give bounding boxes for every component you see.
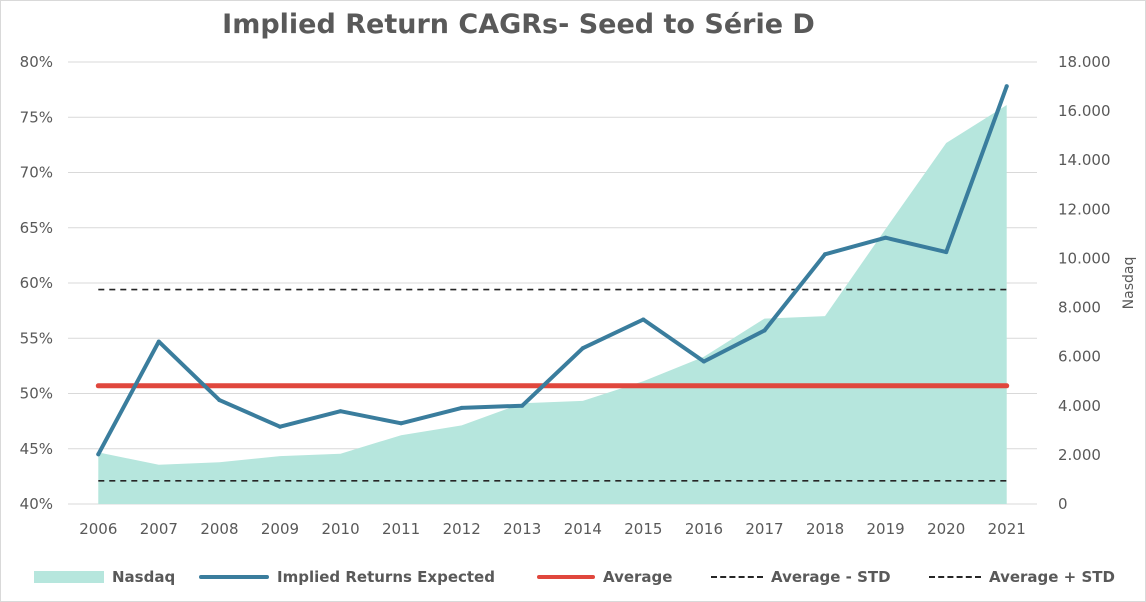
- legend-label-nasdaq: Nasdaq: [112, 568, 176, 586]
- x-tick-label: 2019: [867, 520, 905, 538]
- y-tick-label: 55%: [20, 329, 53, 347]
- data-point-implied-returns: [641, 317, 646, 322]
- y2-axis-title: Nasdaq: [1121, 257, 1137, 310]
- legend-label-implied-returns: Implied Returns Expected: [277, 568, 495, 586]
- y2-tick-label: 0: [1058, 495, 1068, 513]
- series-line-implied-returns: [96, 84, 1009, 457]
- x-tick-label: 2011: [382, 520, 420, 538]
- series-area-nasdaq: [98, 105, 1007, 504]
- data-point-implied-returns: [96, 452, 101, 457]
- y2-tick-label: 6.000: [1058, 348, 1101, 366]
- data-point-implied-returns: [883, 235, 888, 240]
- y2-tick-label: 16.000: [1058, 102, 1111, 120]
- legend-label-average: Average: [603, 568, 673, 586]
- legend-item-implied-returns[interactable]: Implied Returns Expected: [199, 564, 495, 590]
- legend-item-average-plus-std[interactable]: Average + STD: [929, 564, 1115, 590]
- x-tick-label: 2012: [443, 520, 481, 538]
- x-tick-label: 2018: [806, 520, 844, 538]
- x-tick-label: 2013: [503, 520, 541, 538]
- x-tick-label: 2016: [685, 520, 723, 538]
- data-point-implied-returns: [944, 250, 949, 255]
- legend-item-average-minus-std[interactable]: Average - STD: [711, 564, 891, 590]
- x-tick-label: 2010: [321, 520, 359, 538]
- data-point-implied-returns: [701, 359, 706, 364]
- y2-tick-label: 4.000: [1058, 397, 1101, 415]
- y-tick-label: 60%: [20, 274, 53, 292]
- y2-tick-label: 8.000: [1058, 299, 1101, 317]
- y-tick-label: 40%: [20, 495, 53, 513]
- y-tick-label: 65%: [20, 219, 53, 237]
- x-tick-label: 2009: [261, 520, 299, 538]
- data-point-implied-returns: [459, 405, 464, 410]
- data-point-implied-returns: [580, 346, 585, 351]
- legend-swatch-nasdaq: [34, 571, 104, 583]
- x-tick-label: 2006: [79, 520, 117, 538]
- legend-label-average-plus-std: Average + STD: [989, 568, 1115, 586]
- data-point-implied-returns: [1004, 84, 1009, 89]
- y-tick-label: 75%: [20, 108, 53, 126]
- y-tick-label: 70%: [20, 164, 53, 182]
- x-tick-label: 2020: [927, 520, 965, 538]
- y-tick-label: 80%: [20, 53, 53, 71]
- data-point-implied-returns: [156, 339, 161, 344]
- data-point-implied-returns: [823, 252, 827, 257]
- data-point-implied-returns: [399, 421, 404, 426]
- data-point-implied-returns: [338, 409, 343, 414]
- legend-item-average[interactable]: Average: [537, 564, 672, 590]
- legend-item-nasdaq[interactable]: Nasdaq: [34, 564, 175, 590]
- data-point-implied-returns: [278, 424, 282, 429]
- legend-swatch-average-minus-std: [711, 576, 763, 578]
- y2-tick-label: 2.000: [1058, 446, 1101, 464]
- x-tick-label: 2008: [200, 520, 238, 538]
- legend-swatch-average: [537, 575, 595, 579]
- data-point-implied-returns: [762, 328, 767, 333]
- y2-tick-label: 10.000: [1058, 249, 1111, 267]
- y2-tick-label: 14.000: [1058, 151, 1111, 169]
- y2-tick-label: 18.000: [1058, 53, 1111, 71]
- y2-tick-label: 12.000: [1058, 200, 1111, 218]
- x-tick-label: 2014: [564, 520, 602, 538]
- legend-swatch-implied-returns: [199, 575, 269, 579]
- x-tick-label: 2015: [624, 520, 662, 538]
- x-tick-label: 2021: [988, 520, 1026, 538]
- data-point-implied-returns: [520, 403, 525, 408]
- legend: Nasdaq Implied Returns Expected Average …: [1, 564, 1145, 590]
- y-tick-label: 45%: [20, 440, 53, 458]
- y-tick-label: 50%: [20, 385, 53, 403]
- legend-label-average-minus-std: Average - STD: [771, 568, 891, 586]
- x-tick-label: 2007: [140, 520, 178, 538]
- legend-swatch-average-plus-std: [929, 576, 981, 578]
- chart-title: Implied Return CAGRs- Seed to Série D: [222, 9, 815, 40]
- chart-plot: 40% 45% 50% 55% 60% 65% 70% 75% 80% 0 2.000 4.000 6.…: [20, 53, 1137, 538]
- data-point-implied-returns: [217, 398, 222, 403]
- x-tick-label: 2017: [745, 520, 783, 538]
